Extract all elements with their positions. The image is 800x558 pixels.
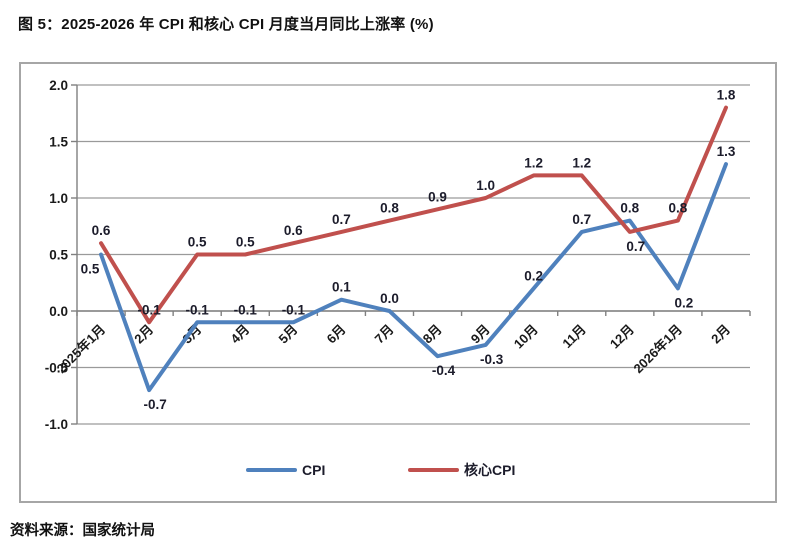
chart-title: 图 5：2025-2026 年 CPI 和核心 CPI 月度当月同比上涨率 (%…	[18, 16, 434, 33]
y-axis-label: -1.0	[45, 417, 68, 432]
data-label: 1.0	[476, 178, 495, 193]
source-note: 资料来源：国家统计局	[10, 523, 155, 539]
y-axis-label: 0.5	[49, 248, 68, 263]
x-axis-label: 12月	[607, 322, 637, 352]
data-label: 1.3	[717, 144, 736, 159]
data-label: 0.9	[428, 189, 447, 204]
x-axis-label: 11月	[559, 322, 589, 352]
data-label: 0.1	[332, 280, 351, 295]
data-label: -0.1	[186, 302, 210, 317]
data-label: -0.7	[143, 397, 166, 412]
data-label: 0.7	[626, 239, 645, 254]
data-label: -0.1	[234, 302, 258, 317]
data-label: 1.8	[717, 88, 736, 103]
x-axis-label: 4月	[227, 322, 252, 347]
data-label: 0.0	[380, 291, 399, 306]
data-label: 0.8	[669, 201, 688, 216]
x-axis-label: 6月	[324, 322, 349, 347]
core-cpi-line	[99, 105, 728, 325]
legend-label: 核心CPI	[464, 462, 515, 478]
data-label: 0.5	[236, 235, 255, 250]
data-label: 0.6	[284, 223, 303, 238]
data-label: 0.6	[92, 223, 111, 238]
data-label: 1.2	[524, 155, 543, 170]
data-label: -0.4	[432, 363, 456, 378]
y-axis-label: 1.5	[49, 135, 68, 150]
data-label: 0.7	[572, 212, 591, 227]
x-axis-label: 7月	[372, 322, 397, 347]
data-label: 0.7	[332, 212, 351, 227]
data-label: 0.2	[675, 295, 694, 310]
data-label: 0.8	[620, 201, 639, 216]
data-label: -0.1	[137, 302, 161, 317]
y-axis-label: 0.0	[49, 304, 68, 319]
data-label: -0.3	[480, 352, 504, 367]
x-axis-label: 10月	[511, 322, 541, 352]
data-label: 0.5	[81, 262, 100, 277]
y-axis-label: 1.0	[49, 191, 68, 206]
x-axis-label: 2月	[131, 322, 156, 347]
data-label: 0.8	[380, 201, 399, 216]
data-label: 0.2	[524, 268, 543, 283]
x-axis-label: 2月	[708, 322, 733, 347]
data-label: 0.5	[188, 235, 207, 250]
chart-container: 2.0 1.5 1.0 0.5 0.0 -0.5 -1.0 2025年1月 2月 3月 4月 5月 6月…	[19, 62, 777, 503]
data-label: 1.2	[572, 155, 591, 170]
y-axis-label: 2.0	[49, 78, 68, 93]
x-axis-label: 5月	[276, 322, 301, 347]
y-axis-label: -0.5	[45, 361, 69, 376]
data-label: -0.1	[282, 302, 306, 317]
legend-label: CPI	[302, 462, 325, 478]
